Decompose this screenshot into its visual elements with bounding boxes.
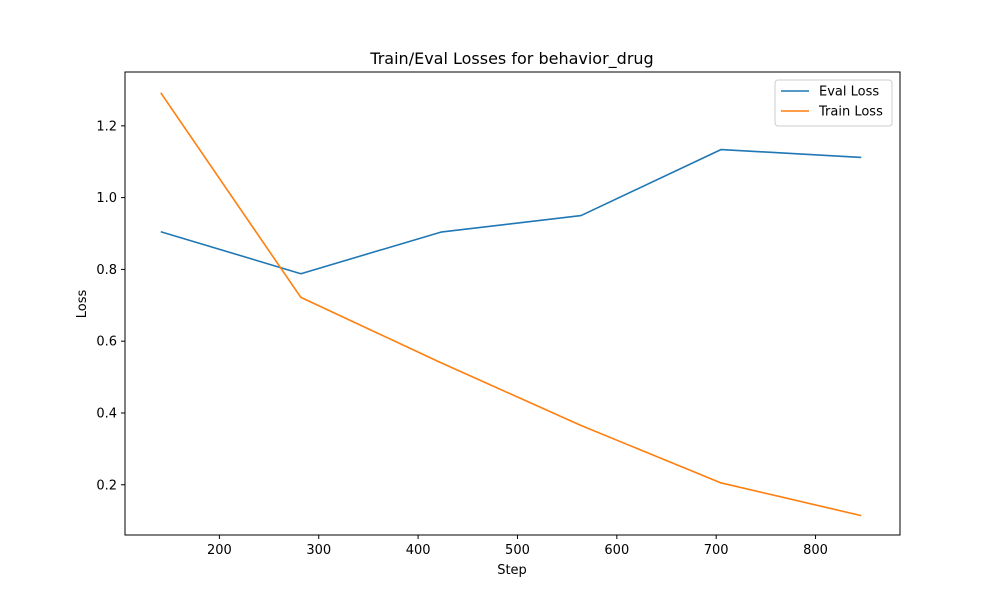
y-tick-label: 1.2	[96, 119, 117, 134]
axes-frame	[124, 71, 901, 536]
y-tick-label: 0.6	[96, 335, 117, 350]
x-tick-label: 300	[306, 543, 331, 558]
legend-label-1: Eval Loss	[819, 85, 879, 100]
legend-label-2: Train Loss	[818, 105, 883, 120]
series-line-2	[160, 92, 862, 517]
y-axis-label: Loss	[75, 290, 90, 319]
x-axis-label: Step	[497, 563, 527, 578]
series-line-1	[160, 148, 862, 275]
x-tick-label: 800	[803, 543, 828, 558]
y-tick-label: 1.0	[96, 191, 117, 206]
x-tick-label: 600	[604, 543, 629, 558]
y-tick-label: 0.2	[96, 478, 117, 493]
x-tick-label: 500	[505, 543, 530, 558]
y-tick-label: 0.8	[96, 263, 117, 278]
x-tick-label: 700	[704, 543, 729, 558]
plot-area: 200 300 400 500 600 700 800 0.2 0.4 0.6 0.8 1.0 1.2 E…	[96, 71, 901, 558]
x-tick-label: 400	[406, 543, 431, 558]
x-tick-label: 200	[207, 543, 232, 558]
y-tick-label: 0.4	[96, 406, 117, 421]
chart-title: Train/Eval Losses for behavior_drug	[369, 49, 653, 69]
